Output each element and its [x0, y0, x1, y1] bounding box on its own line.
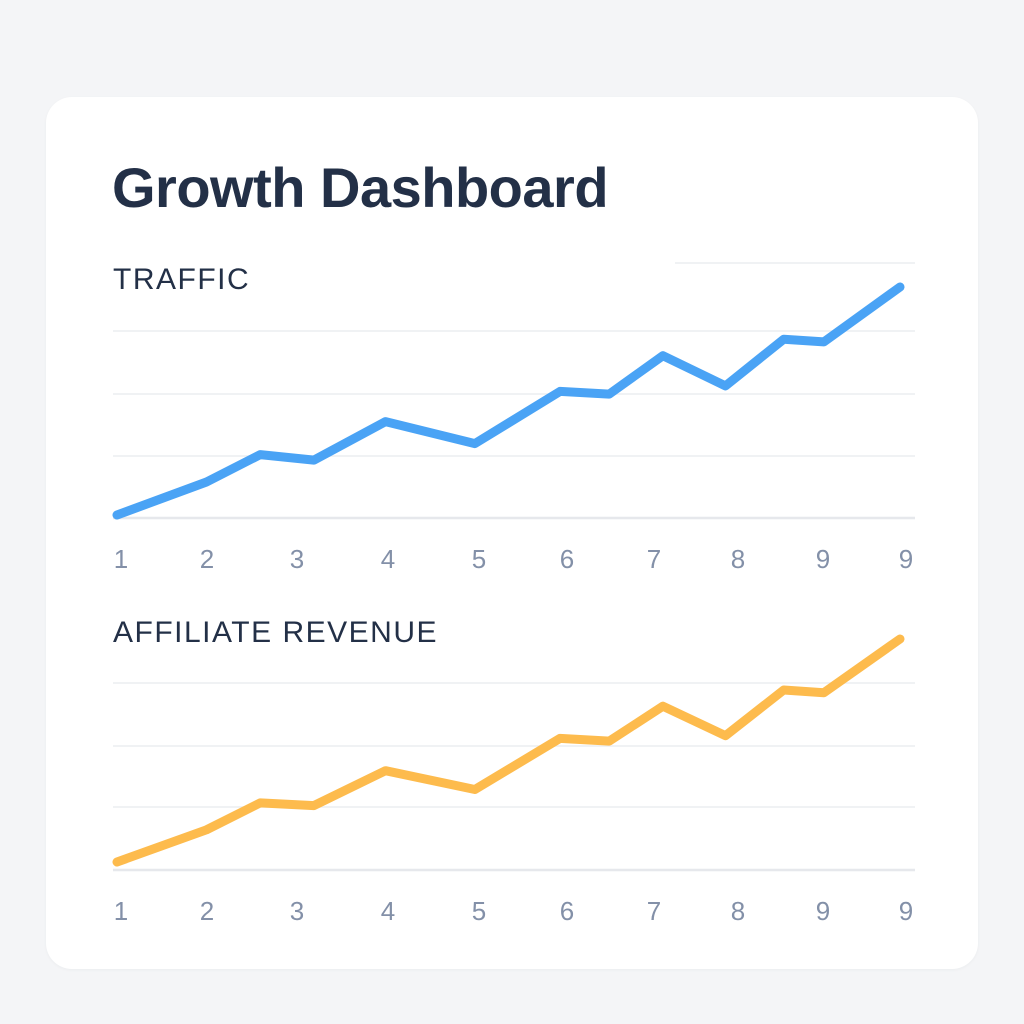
traffic-series-line [112, 282, 905, 520]
affiliate-revenue-x-tick-label: 5 [472, 896, 486, 926]
traffic-x-tick-label: 5 [472, 544, 486, 574]
traffic-x-tick-label: 9 [899, 544, 913, 574]
traffic-chart-title: TRAFFIC [113, 263, 251, 296]
affiliate-revenue-x-tick-label: 3 [290, 896, 304, 926]
affiliate-revenue-x-tick-label: 4 [381, 896, 395, 926]
affiliate-revenue-x-tick-label: 9 [899, 896, 913, 926]
traffic-x-tick-label: 1 [114, 544, 128, 574]
traffic-x-tick-label: 6 [560, 544, 574, 574]
traffic-x-tick-label: 3 [290, 544, 304, 574]
affiliate-revenue-x-tick-label: 7 [647, 896, 661, 926]
affiliate-revenue-x-tick-label: 2 [200, 896, 214, 926]
traffic-x-tick-label: 4 [381, 544, 395, 574]
affiliate-revenue-x-tick-label: 1 [114, 896, 128, 926]
affiliate-revenue-x-tick-label: 8 [731, 896, 745, 926]
traffic-x-tick-label: 2 [200, 544, 214, 574]
dashboard-card [46, 97, 978, 969]
traffic-x-tick-label: 9 [816, 544, 830, 574]
traffic-x-tick-label: 7 [647, 544, 661, 574]
affiliate-revenue-x-tick-label: 9 [816, 896, 830, 926]
affiliate-revenue-x-tick-label: 6 [560, 896, 574, 926]
affiliate-revenue-chart-title: AFFILIATE REVENUE [113, 616, 439, 649]
affiliate-revenue-series-line [112, 634, 905, 867]
traffic-x-tick-label: 8 [731, 544, 745, 574]
page-title: Growth Dashboard [112, 156, 609, 219]
